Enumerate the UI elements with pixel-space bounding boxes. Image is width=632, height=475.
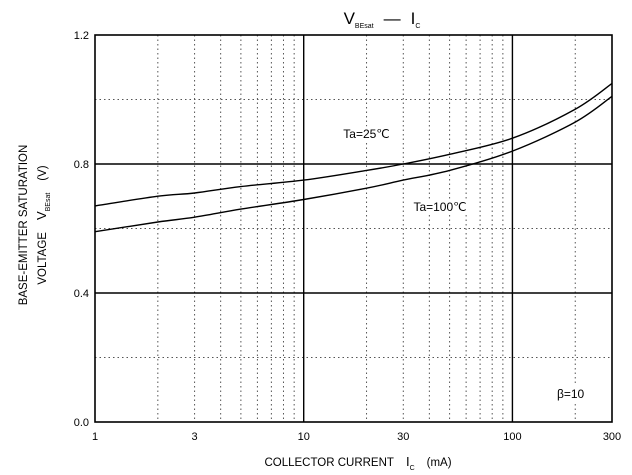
annotation-label: β=10 xyxy=(557,387,585,401)
y-axis-label-unit: (V) xyxy=(37,165,49,181)
y-axis-label-line1: BASE-EMITTER SATURATION xyxy=(18,145,30,306)
x-axis-label-var-sub: C xyxy=(410,465,415,472)
annotation-label: Ta=100℃ xyxy=(413,200,466,214)
x-axis-label-var: I xyxy=(406,454,410,469)
chart-title: VBEsat — IC xyxy=(344,9,421,30)
series-line-ta-100c xyxy=(94,95,613,233)
y-axis-label-line2-pre: VOLTAGE xyxy=(37,232,49,285)
x-axis-label-main: COLLECTOR CURRENT xyxy=(264,457,394,469)
series-layer xyxy=(94,82,613,233)
x-tick-label: 3 xyxy=(192,431,198,443)
title-suffix: I xyxy=(411,9,416,28)
y-axis-label-var: V xyxy=(34,211,49,220)
annotation-background xyxy=(554,385,587,402)
y-tick-label: 1.2 xyxy=(74,30,89,42)
title-prefix-sub: BEsat xyxy=(355,23,374,30)
x-tick-label: 10 xyxy=(298,431,310,443)
y-tick-label: 0.8 xyxy=(74,159,89,171)
y-tick-label: 0.0 xyxy=(74,417,89,429)
x-tick-label: 300 xyxy=(603,431,621,443)
y-axis-label-line2: VOLTAGE VBEsat (V) xyxy=(34,165,52,284)
annotations: Ta=25℃ Ta=100℃ β=10 xyxy=(341,126,587,402)
annotation-background xyxy=(411,198,469,215)
title-dash: — xyxy=(384,9,401,28)
x-tick-label: 30 xyxy=(397,431,409,443)
x-tick-label: 100 xyxy=(503,431,521,443)
title-prefix: V xyxy=(344,9,356,28)
svg-text:VOLTAGEVBEsat(V): VOLTAGE VBEsat (V) xyxy=(34,165,52,284)
title-suffix-sub: C xyxy=(415,23,420,30)
y-tick-labels: 0.0 0.4 0.8 1.2 xyxy=(74,30,89,429)
series-line-ta-25c xyxy=(94,82,613,207)
plot-frame xyxy=(94,34,613,423)
x-axis-label-unit: (mA) xyxy=(427,457,452,469)
minor-grid xyxy=(95,35,612,422)
x-tick-labels: 1 3 10 30 100 300 xyxy=(92,431,621,443)
x-axis-label: COLLECTOR CURRENT IC (mA) xyxy=(264,454,451,472)
y-axis-label-var-sub: BEsat xyxy=(45,193,52,212)
y-tick-label: 0.4 xyxy=(74,288,89,300)
x-tick-label: 1 xyxy=(92,431,98,443)
annotation-background xyxy=(341,126,392,143)
y-axis-label: BASE-EMITTER SATURATION xyxy=(18,145,30,306)
major-grid xyxy=(95,35,612,422)
annotation-label: Ta=25℃ xyxy=(343,127,390,141)
